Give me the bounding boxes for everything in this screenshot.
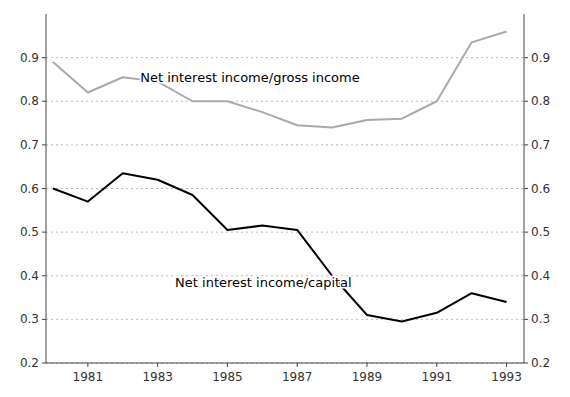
- x-axis-line: [46, 363, 524, 364]
- y2-tick: [524, 319, 528, 320]
- y-tick-label: 0.2: [20, 356, 39, 370]
- y2-tick: [524, 275, 528, 276]
- x-tick-label: 1985: [212, 370, 243, 384]
- x-tick-label: 1983: [142, 370, 173, 384]
- x-tick: [506, 363, 507, 367]
- y-tick-label: 0.5: [20, 225, 39, 239]
- y-tick-label: 0.4: [20, 269, 39, 283]
- y-tick: [42, 57, 46, 58]
- y2-tick-label: 0.9: [531, 51, 550, 65]
- y-tick: [42, 275, 46, 276]
- chart: 1981 1983 1985 1987 1989 1991 1993 0.2 0.3 0.4 0.5…: [0, 0, 570, 397]
- y-tick-label: 0.7: [20, 138, 39, 152]
- y-tick-label: 0.8: [20, 94, 39, 108]
- y-tick: [42, 144, 46, 145]
- axes: 1981 1983 1985 1987 1989 1991 1993 0.2 0.3 0.4 0.5…: [20, 14, 550, 384]
- grid-line: [46, 101, 524, 102]
- y2-tick: [524, 144, 528, 145]
- y-tick: [42, 101, 46, 102]
- series-line: [53, 31, 507, 127]
- y-tick: [42, 188, 46, 189]
- y2-tick: [524, 188, 528, 189]
- y-tick-label: 0.6: [20, 182, 39, 196]
- grid-line: [46, 232, 524, 233]
- x-tick: [227, 363, 228, 367]
- x-tick: [87, 363, 88, 367]
- y2-tick: [524, 363, 528, 364]
- y2-tick-label: 0.4: [531, 269, 550, 283]
- y-tick: [42, 363, 46, 364]
- y2-tick-label: 0.2: [531, 356, 550, 370]
- y-tick: [42, 319, 46, 320]
- series-line: [53, 173, 507, 321]
- grid-line: [46, 319, 524, 320]
- series-lines: [53, 31, 507, 321]
- annotations: Net interest income/gross income Net inte…: [140, 70, 360, 290]
- x-tick-label: 1993: [491, 370, 522, 384]
- grid-line: [46, 57, 524, 58]
- x-tick-label: 1989: [352, 370, 383, 384]
- y-tick-label: 0.9: [20, 51, 39, 65]
- x-tick: [297, 363, 298, 367]
- x-tick: [366, 363, 367, 367]
- annotation: Net interest income/gross income: [140, 70, 360, 85]
- x-tick-label: 1991: [422, 370, 453, 384]
- grid-line: [46, 144, 524, 145]
- x-tick-label: 1981: [73, 370, 104, 384]
- y2-tick-label: 0.7: [531, 138, 550, 152]
- grid-line: [46, 363, 524, 364]
- x-tick-label: 1987: [282, 370, 313, 384]
- y2-tick: [524, 101, 528, 102]
- grid-line: [46, 188, 524, 189]
- annotation: Net interest income/capital: [175, 275, 352, 290]
- y2-tick-label: 0.6: [531, 182, 550, 196]
- y-tick: [42, 232, 46, 233]
- y2-tick: [524, 232, 528, 233]
- y2-tick-label: 0.8: [531, 94, 550, 108]
- y2-tick: [524, 57, 528, 58]
- y2-tick-label: 0.5: [531, 225, 550, 239]
- x-tick: [157, 363, 158, 367]
- x-tick: [436, 363, 437, 367]
- grid: [46, 58, 524, 363]
- y2-tick-label: 0.3: [531, 312, 550, 326]
- y-tick-label: 0.3: [20, 312, 39, 326]
